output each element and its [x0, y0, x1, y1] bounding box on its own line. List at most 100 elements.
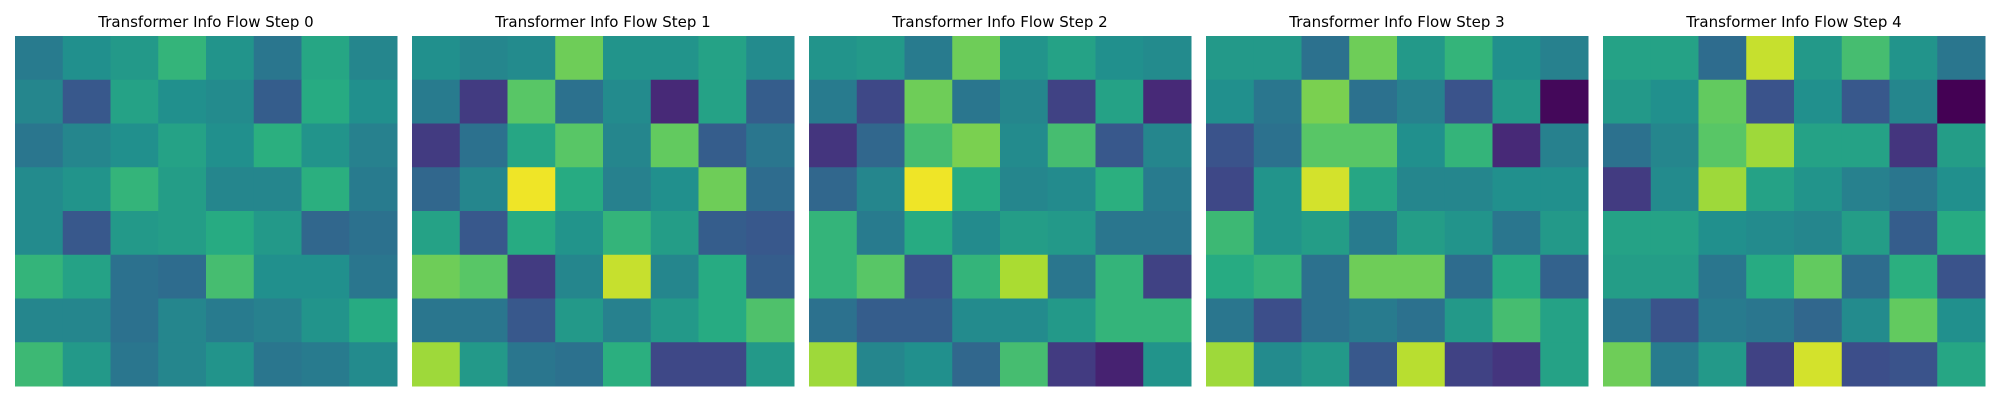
heatmap-cell-r3-c3 [158, 167, 207, 212]
heatmap-cell-r7-c5 [650, 342, 699, 387]
heatmap-cell-r5-c7 [349, 254, 398, 299]
heatmap-cell-r6-c0 [15, 298, 64, 343]
heatmap-cell-r3-c7 [746, 167, 795, 212]
heatmap-cell-r7-c3 [1349, 342, 1398, 387]
heatmap-cells [1603, 36, 1986, 387]
heatmap-cell-r6-c2 [904, 298, 953, 343]
heatmap-cell-r3-c6 [1492, 167, 1541, 212]
heatmap-cell-r3-c1 [1253, 167, 1302, 212]
heatmap-cell-r0-c3 [952, 36, 1001, 81]
heatmap-cell-r2-c6 [301, 123, 350, 168]
heatmap-cell-r0-c4 [603, 36, 652, 81]
heatmap-cell-r2-c5 [1444, 123, 1493, 168]
heatmap-cell-r0-c1 [1253, 36, 1302, 81]
heatmap-cell-r4-c1 [856, 211, 905, 256]
heatmap-cell-r1-c7 [1540, 79, 1589, 124]
heatmap-cell-r5-c4 [1794, 254, 1843, 299]
heatmap-cell-r1-c2 [110, 79, 159, 124]
heatmap-cell-r4-c2 [904, 211, 953, 256]
heatmap-cell-r3-c4 [1000, 167, 1049, 212]
heatmap-cell-r0-c7 [1143, 36, 1192, 81]
heatmap-cell-r3-c3 [1349, 167, 1398, 212]
heatmap-cell-r1-c7 [746, 79, 795, 124]
heatmap-cell-r5-c5 [1841, 254, 1890, 299]
heatmap-cell-r5-c6 [1492, 254, 1541, 299]
heatmap-cell-r3-c4 [1397, 167, 1446, 212]
heatmap-cell-r1-c0 [809, 79, 858, 124]
heatmap-cell-r4-c2 [110, 211, 159, 256]
heatmap-panel-1: Transformer Info Flow Step 1 [412, 13, 795, 387]
heatmap-cell-r5-c4 [1397, 254, 1446, 299]
heatmap-cell-r0-c5 [1444, 36, 1493, 81]
heatmap-cell-r4-c3 [1746, 211, 1795, 256]
heatmap-cell-r5-c4 [1000, 254, 1049, 299]
heatmap-cell-r4-c7 [1143, 211, 1192, 256]
heatmap-cell-r2-c3 [158, 123, 207, 168]
heatmap-cells [1206, 36, 1589, 387]
heatmap-cell-r7-c3 [1746, 342, 1795, 387]
heatmap-cell-r6-c3 [158, 298, 207, 343]
heatmap-cell-r4-c7 [1937, 211, 1986, 256]
heatmap-cell-r5-c7 [1540, 254, 1589, 299]
heatmap-cell-r3-c5 [1841, 167, 1890, 212]
heatmap-cell-r0-c6 [1095, 36, 1144, 81]
heatmap-cell-r0-c0 [412, 36, 461, 81]
heatmap-cell-r2-c3 [952, 123, 1001, 168]
heatmap-cell-r5-c0 [1603, 254, 1652, 299]
heatmap-cell-r2-c6 [1889, 123, 1938, 168]
heatmap-cell-r6-c6 [1492, 298, 1541, 343]
heatmap-cell-r7-c2 [507, 342, 556, 387]
heatmap-cell-r6-c2 [1698, 298, 1747, 343]
heatmap-cell-r3-c1 [856, 167, 905, 212]
heatmap-cell-r4-c1 [62, 211, 111, 256]
heatmap-cell-r0-c2 [904, 36, 953, 81]
heatmap-cell-r7-c4 [1397, 342, 1446, 387]
heatmap-cell-r0-c7 [746, 36, 795, 81]
heatmap-cell-r5-c3 [952, 254, 1001, 299]
heatmap-cell-r5-c3 [1746, 254, 1795, 299]
heatmap-cell-r3-c2 [110, 167, 159, 212]
heatmap-cells [15, 36, 398, 387]
heatmap-cell-r7-c3 [952, 342, 1001, 387]
heatmap-cell-r3-c1 [1650, 167, 1699, 212]
heatmap-cell-r0-c3 [555, 36, 604, 81]
panel-title: Transformer Info Flow Step 2 [891, 13, 1107, 31]
heatmap-cell-r0-c0 [15, 36, 64, 81]
heatmap-cell-r6-c0 [412, 298, 461, 343]
heatmap-cell-r1-c1 [856, 79, 905, 124]
heatmap-cell-r3-c6 [301, 167, 350, 212]
heatmap-cell-r6-c6 [698, 298, 747, 343]
heatmap-cell-r2-c4 [1000, 123, 1049, 168]
heatmap-cell-r2-c3 [555, 123, 604, 168]
heatmap-cell-r3-c7 [1540, 167, 1589, 212]
heatmap-cell-r7-c1 [856, 342, 905, 387]
heatmap-cell-r7-c6 [698, 342, 747, 387]
heatmap-cell-r7-c2 [1698, 342, 1747, 387]
heatmap-cell-r7-c4 [1794, 342, 1843, 387]
heatmap-cell-r0-c0 [1603, 36, 1652, 81]
heatmap-cell-r3-c4 [206, 167, 255, 212]
heatmap-cell-r6-c7 [1143, 298, 1192, 343]
heatmap-cell-r3-c2 [1698, 167, 1747, 212]
heatmap-cell-r0-c2 [1698, 36, 1747, 81]
heatmap-cell-r0-c5 [650, 36, 699, 81]
heatmap-cell-r1-c4 [603, 79, 652, 124]
heatmap-cell-r4-c0 [1603, 211, 1652, 256]
heatmap-cell-r7-c6 [1889, 342, 1938, 387]
heatmap-cell-r3-c7 [1143, 167, 1192, 212]
heatmap-cell-r1-c6 [301, 79, 350, 124]
heatmap-cell-r4-c4 [1000, 211, 1049, 256]
panel-title: Transformer Info Flow Step 1 [494, 13, 710, 31]
heatmap-cell-r3-c6 [1095, 167, 1144, 212]
heatmap-cell-r5-c0 [1206, 254, 1255, 299]
heatmap-cell-r6-c0 [809, 298, 858, 343]
heatmap-panel-3: Transformer Info Flow Step 3 [1206, 13, 1589, 387]
heatmap-cell-r1-c6 [1889, 79, 1938, 124]
heatmap-cell-r2-c7 [1937, 123, 1986, 168]
heatmap-cell-r0-c5 [253, 36, 302, 81]
heatmap-cell-r6-c0 [1206, 298, 1255, 343]
heatmap-cell-r0-c2 [507, 36, 556, 81]
heatmap-cell-r0-c3 [1349, 36, 1398, 81]
heatmap-cell-r6-c1 [459, 298, 508, 343]
heatmap-cell-r4-c5 [253, 211, 302, 256]
